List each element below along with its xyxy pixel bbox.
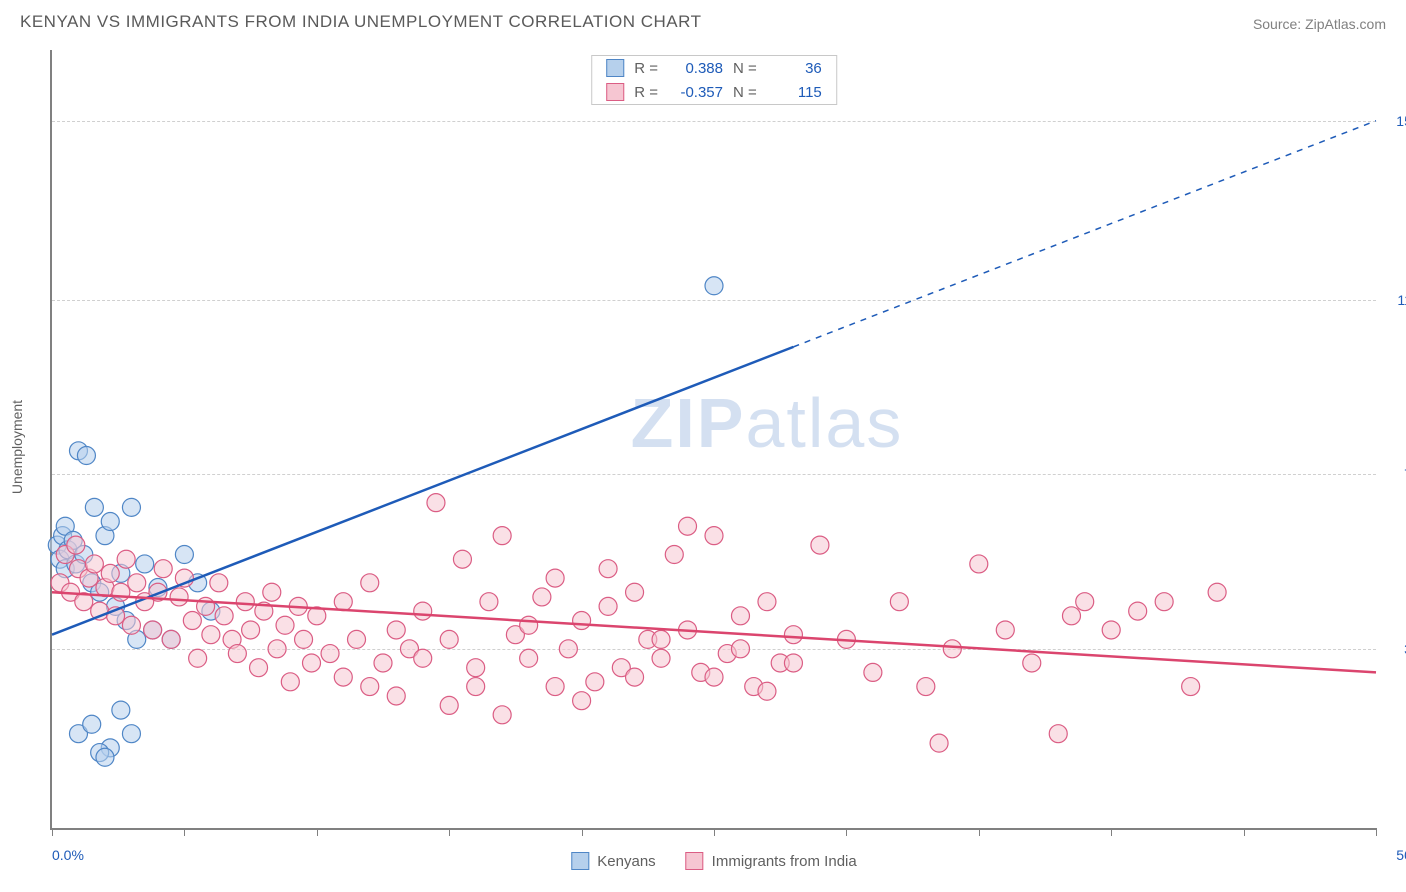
legend-label-india: Immigrants from India [712,853,857,870]
r-value-2: -0.357 [668,84,723,101]
x-tick [846,828,847,836]
y-tick-label: 15.0% [1396,113,1406,129]
x-tick [52,828,53,836]
x-min-label: 0.0% [52,847,84,863]
r-label-2: R = [634,84,658,101]
x-tick [979,828,980,836]
swatch-kenyans [606,59,624,77]
stat-row-2: R = -0.357 N = 115 [592,80,836,104]
x-tick [1111,828,1112,836]
n-label-1: N = [733,60,757,77]
stat-row-1: R = 0.388 N = 36 [592,56,836,80]
legend-label-kenyans: Kenyans [597,853,655,870]
n-value-1: 36 [767,60,822,77]
y-axis-label: Unemployment [9,400,25,494]
x-tick [714,828,715,836]
x-tick [1376,828,1377,836]
x-tick [582,828,583,836]
swatch-india [606,83,624,101]
legend-item-kenyans: Kenyans [571,852,655,870]
x-tick [317,828,318,836]
legend-item-india: Immigrants from India [686,852,857,870]
stats-legend-box: R = 0.388 N = 36 R = -0.357 N = 115 [591,55,837,105]
x-tick [1244,828,1245,836]
source-label: Source: ZipAtlas.com [1253,16,1386,32]
chart-title: KENYAN VS IMMIGRANTS FROM INDIA UNEMPLOY… [20,12,701,32]
scatter-plot [52,50,1376,828]
y-tick-label: 11.2% [1397,292,1406,308]
swatch-kenyans-icon [571,852,589,870]
n-label-2: N = [733,84,757,101]
x-tick [184,828,185,836]
r-label-1: R = [634,60,658,77]
x-max-label: 50.0% [1396,847,1406,863]
x-tick [449,828,450,836]
chart-area: Unemployment ZIPatlas R = 0.388 N = 36 R… [50,50,1376,830]
swatch-india-icon [686,852,704,870]
n-value-2: 115 [767,84,822,101]
bottom-legend: Kenyans Immigrants from India [571,852,856,870]
r-value-1: 0.388 [668,60,723,77]
